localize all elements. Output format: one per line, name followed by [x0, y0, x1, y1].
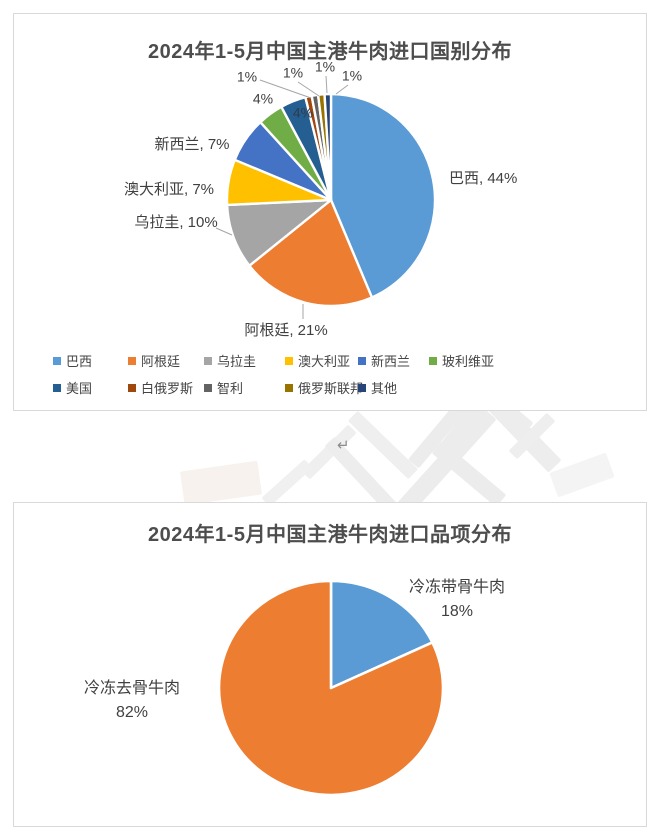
- watermark-stroke: [261, 459, 313, 507]
- watermark-stroke: [180, 460, 262, 506]
- legend-item-label: 澳大利亚: [298, 354, 351, 369]
- legend-item[interactable]: 澳大利亚: [285, 353, 351, 369]
- legend-swatch-icon: [285, 356, 293, 365]
- pie-data-label: 巴西, 44%: [449, 169, 518, 187]
- legend-swatch-icon: [285, 383, 293, 392]
- pie-slice-1[interactable]: [248, 198, 374, 308]
- legend-item[interactable]: 智利: [204, 380, 244, 396]
- pie-data-label: 新西兰, 7%: [154, 135, 230, 153]
- legend-swatch-icon: [358, 356, 366, 365]
- pie-data-label: 冷冻去骨牛肉 82%: [83, 680, 181, 721]
- legend-swatch-icon: [204, 383, 212, 392]
- pie-data-label: 1%: [236, 68, 258, 85]
- pie-data-label: 乌拉圭, 10%: [134, 213, 218, 231]
- leader-line: [297, 81, 320, 97]
- pie-slice-0[interactable]: [329, 579, 434, 690]
- legend-item[interactable]: 新西兰: [358, 353, 411, 369]
- country-distribution-chart[interactable]: 2024年1-5月中国主港牛肉进口国别分布 巴西, 44% 阿根廷, 21% 乌拉圭…: [13, 13, 647, 411]
- legend-item-label: 新西兰: [371, 354, 411, 369]
- legend-swatch-icon: [128, 356, 136, 365]
- pie-slice-0[interactable]: [329, 92, 437, 299]
- legend-item[interactable]: 俄罗斯联邦: [285, 380, 364, 396]
- paragraph-return-mark: ↵: [337, 437, 350, 454]
- leader-line: [215, 227, 233, 236]
- pie-slice-10[interactable]: [323, 92, 333, 202]
- legend-swatch-icon: [204, 356, 212, 365]
- legend-item[interactable]: 其他: [358, 380, 398, 396]
- legend-item-label: 美国: [66, 381, 93, 396]
- pie-chart: [215, 75, 437, 319]
- legend-item[interactable]: 美国: [53, 380, 93, 396]
- legend-swatch-icon: [53, 356, 61, 365]
- pie-data-label: 冷冻带骨牛肉 18%: [408, 579, 506, 620]
- pie-data-label: 1%: [314, 58, 336, 75]
- legend-item-label: 智利: [217, 381, 244, 396]
- legend-item[interactable]: 巴西: [53, 353, 93, 369]
- legend-item-label: 玻利维亚: [442, 354, 495, 369]
- legend-swatch-icon: [53, 383, 61, 392]
- product-distribution-chart[interactable]: 2024年1-5月中国主港牛肉进口品项分布 冷冻带骨牛肉 18% 冷冻去骨牛肉 8…: [13, 502, 647, 827]
- pie-data-label: 1%: [282, 64, 304, 81]
- legend-item-label: 其他: [371, 381, 398, 396]
- leader-line: [259, 79, 312, 99]
- legend-item[interactable]: 乌拉圭: [204, 353, 257, 369]
- legend-swatch-icon: [358, 383, 366, 392]
- legend-item[interactable]: 玻利维亚: [429, 353, 495, 369]
- legend-swatch-icon: [128, 383, 136, 392]
- legend-swatch-icon: [429, 356, 437, 365]
- pie-data-label: 1%: [341, 67, 363, 84]
- pie-data-label: 澳大利亚, 7%: [123, 180, 215, 198]
- pie-chart: [217, 579, 445, 797]
- legend-item[interactable]: 阿根廷: [128, 353, 181, 369]
- leader-line: [325, 75, 328, 94]
- pie-data-label: 4%: [292, 104, 314, 121]
- legend-item[interactable]: 白俄罗斯: [128, 380, 194, 396]
- pie-slice-1[interactable]: [217, 579, 445, 797]
- chart-title: 2024年1-5月中国主港牛肉进口国别分布: [148, 41, 512, 63]
- legend-item-label: 巴西: [66, 354, 93, 369]
- legend-item-label: 俄罗斯联邦: [298, 381, 364, 396]
- leader-line: [335, 84, 349, 95]
- legend-item-label: 阿根廷: [141, 354, 181, 369]
- legend-item-label: 白俄罗斯: [141, 381, 194, 396]
- pie-data-label: 4%: [252, 90, 274, 107]
- pie-data-label: 阿根廷, 21%: [244, 321, 328, 339]
- legend-item-label: 乌拉圭: [217, 354, 257, 369]
- chart-title: 2024年1-5月中国主港牛肉进口品项分布: [148, 524, 512, 546]
